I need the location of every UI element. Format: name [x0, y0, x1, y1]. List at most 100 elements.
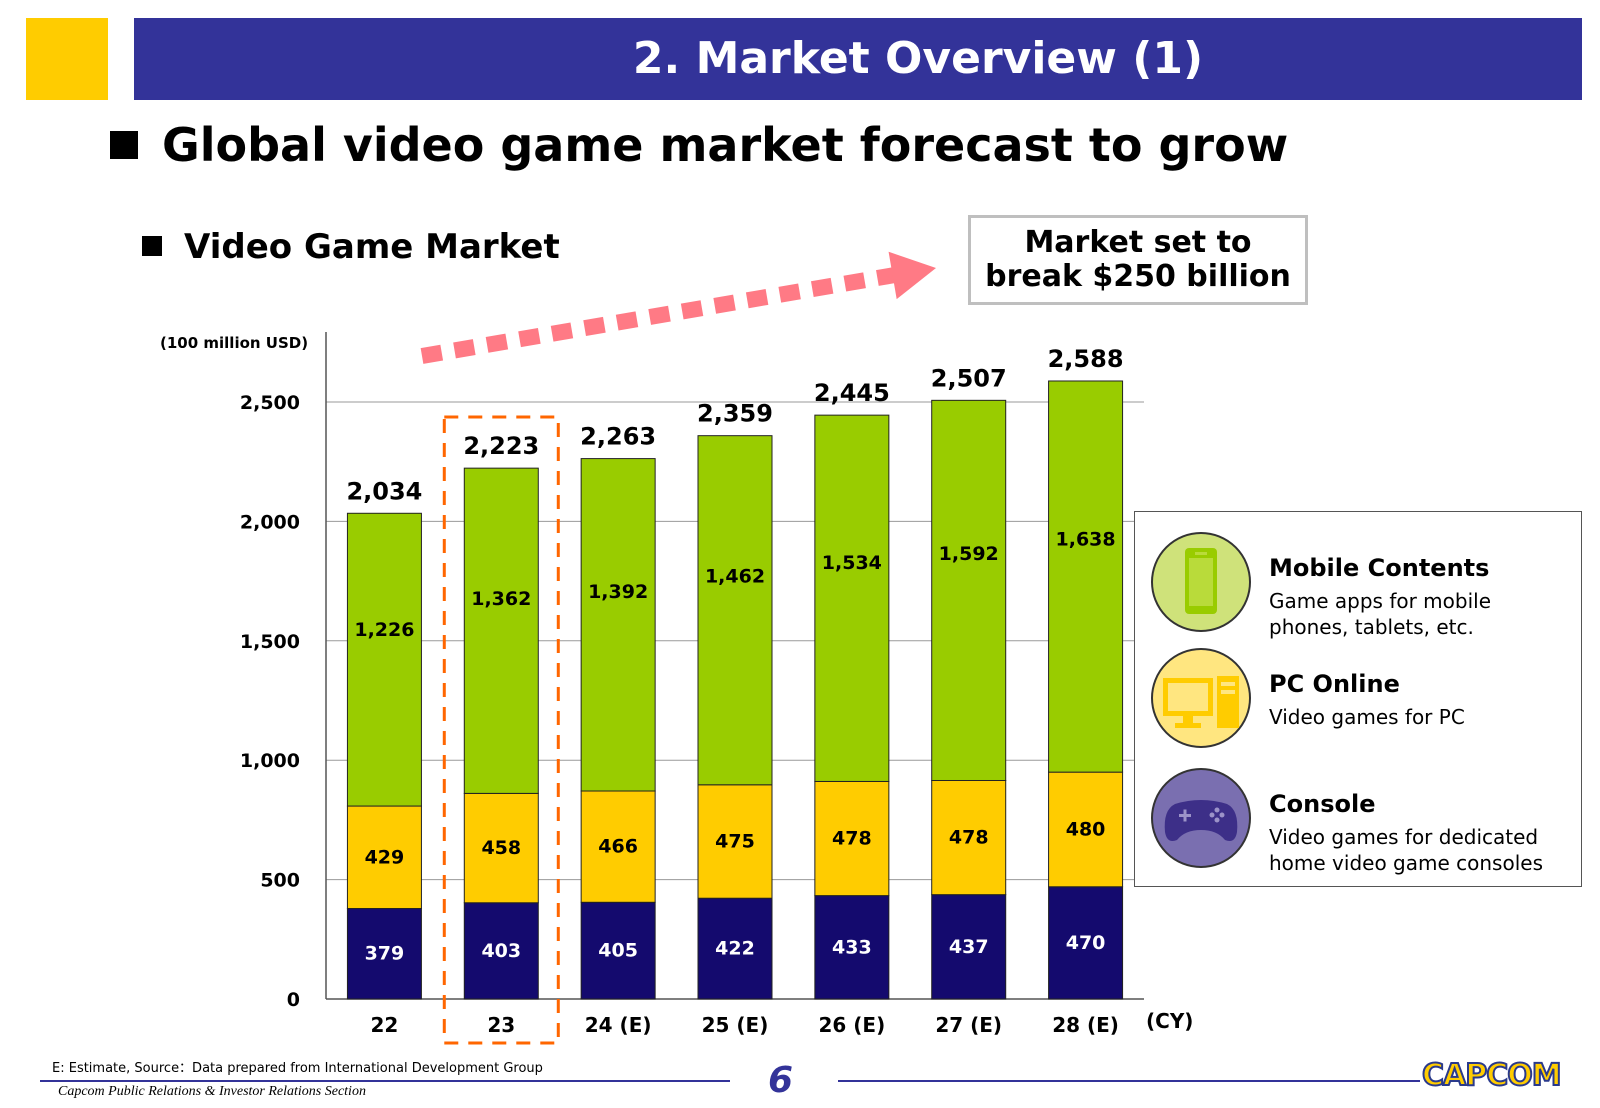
x-tick-label: 24 (E)	[585, 1013, 652, 1037]
data-label: 475	[715, 831, 755, 853]
bar-segment-pc-online	[580, 790, 656, 903]
data-label: 1,392	[588, 581, 648, 603]
data-label: 437	[949, 936, 989, 958]
bar-segment-console	[1048, 886, 1124, 1000]
legend: Mobile Contents Game apps for mobile pho…	[1134, 511, 1582, 887]
data-label: 470	[1066, 932, 1106, 954]
data-label: 466	[598, 836, 638, 858]
chart-subtitle: Video Game Market	[142, 227, 560, 267]
data-label: 480	[1066, 818, 1106, 840]
bar-segment-console	[931, 894, 1007, 1000]
bar-segment-pc-online	[814, 780, 890, 897]
y-tick-label: 500	[260, 870, 300, 892]
x-tick-label: 28 (E)	[1052, 1013, 1119, 1037]
data-label: 433	[832, 936, 872, 958]
trend-arrow-dash	[615, 311, 639, 331]
bullet-square-icon	[110, 130, 138, 159]
data-label: 478	[949, 827, 989, 849]
callout-box: Market set to break $250 billion	[968, 215, 1308, 305]
bar-segment-console	[346, 907, 422, 1000]
trend-arrow-dash	[745, 289, 769, 309]
data-label: 1,462	[705, 565, 765, 587]
data-label: 379	[365, 943, 405, 965]
legend-item-mobile: Mobile Contents Game apps for mobile pho…	[1151, 532, 1571, 639]
trend-arrow-dash	[550, 322, 574, 342]
bar-segment-console	[697, 897, 773, 1000]
trend-arrow-dash	[778, 283, 801, 303]
legend-item-console: Console Video games for dedicated home v…	[1151, 768, 1571, 875]
trend-arrow-dash	[518, 328, 541, 348]
header-accent-square	[26, 18, 108, 100]
y-tick-label: 0	[287, 989, 300, 1011]
bar-segment-mobile-contents	[931, 399, 1007, 781]
total-label: 2,263	[580, 423, 656, 451]
gamepad-icon	[1164, 800, 1238, 841]
bar-segment-pc-online	[697, 784, 773, 899]
y-axis-unit-label: (100 million USD)	[160, 334, 309, 352]
footer-credit: Capcom Public Relations & Investor Relat…	[58, 1084, 366, 1099]
trend-arrow-dash	[843, 272, 866, 292]
data-label: 1,362	[471, 588, 531, 610]
legend-description: Video games for PC	[1269, 705, 1465, 729]
bar-segment-pc-online	[931, 779, 1007, 896]
page-number: 6	[768, 1060, 794, 1101]
trend-arrow-dash	[680, 300, 704, 320]
y-tick-label: 1,500	[240, 631, 300, 653]
trend-arrow-dash	[648, 305, 671, 325]
x-tick-label: 23	[487, 1013, 515, 1037]
desktop-pc-icon	[1163, 676, 1239, 728]
footer-rule-right	[838, 1080, 1420, 1082]
bar-segment-mobile-contents	[580, 458, 656, 792]
smartphone-icon	[1185, 548, 1217, 614]
legend-item-pc: PC Online Video games for PC	[1151, 648, 1571, 752]
trend-arrow-dash	[583, 316, 606, 337]
headline: Global video game market forecast to gro…	[110, 118, 1288, 172]
y-tick-label: 2,000	[240, 511, 300, 533]
legend-title: PC Online	[1269, 670, 1400, 698]
x-tick-label: 27 (E)	[935, 1013, 1002, 1037]
bar-segment-console	[580, 901, 656, 1000]
bullet-square-icon	[142, 235, 162, 256]
data-label: 429	[365, 846, 405, 868]
legend-description: Game apps for mobile phones, tablets, et…	[1269, 589, 1492, 639]
trend-arrow-dash	[713, 294, 736, 314]
headline-text: Global video game market forecast to gro…	[162, 118, 1289, 172]
total-label: 2,445	[814, 379, 890, 407]
x-tick-label: 22	[371, 1013, 399, 1037]
data-label: 458	[481, 837, 521, 859]
total-label: 2,223	[463, 432, 539, 460]
footer-rule-left	[40, 1080, 730, 1082]
subtitle-text: Video Game Market	[184, 227, 560, 267]
bar-segment-console	[814, 895, 890, 1000]
data-label: 1,534	[822, 552, 882, 574]
legend-color-circle	[1151, 648, 1251, 748]
source-note: E: Estimate, Source：Data prepared from I…	[52, 1061, 543, 1076]
legend-title: Mobile Contents	[1269, 554, 1490, 582]
total-label: 2,359	[697, 400, 773, 428]
bar-segment-mobile-contents	[1048, 380, 1124, 773]
x-tick-label: 25 (E)	[702, 1013, 769, 1037]
data-label: 403	[481, 940, 521, 962]
trend-arrow-dash	[485, 333, 509, 353]
trend-arrow-dash	[810, 277, 834, 298]
bar-segment-pc-online	[1048, 771, 1124, 888]
data-label: 1,592	[939, 543, 999, 565]
y-tick-label: 2,500	[240, 392, 300, 414]
trend-arrow-head-icon	[888, 251, 936, 300]
total-label: 2,034	[346, 477, 422, 505]
capcom-logo: CAPCOM	[1421, 1057, 1563, 1094]
bar-segment-mobile-contents	[463, 467, 539, 794]
y-tick-label: 1,000	[240, 750, 300, 772]
total-label: 2,588	[1048, 345, 1124, 373]
data-label: 1,638	[1056, 528, 1116, 550]
data-label: 405	[598, 940, 638, 962]
bar-segment-pc-online	[463, 792, 539, 904]
legend-title: Console	[1269, 790, 1376, 818]
bar-segment-mobile-contents	[346, 512, 422, 807]
trend-arrow-dash	[453, 339, 476, 359]
trend-arrow-dash	[420, 344, 444, 364]
x-axis-unit-label: (CY)	[1146, 1009, 1194, 1033]
bar-segment-console	[463, 902, 539, 1000]
legend-color-circle	[1151, 532, 1251, 632]
